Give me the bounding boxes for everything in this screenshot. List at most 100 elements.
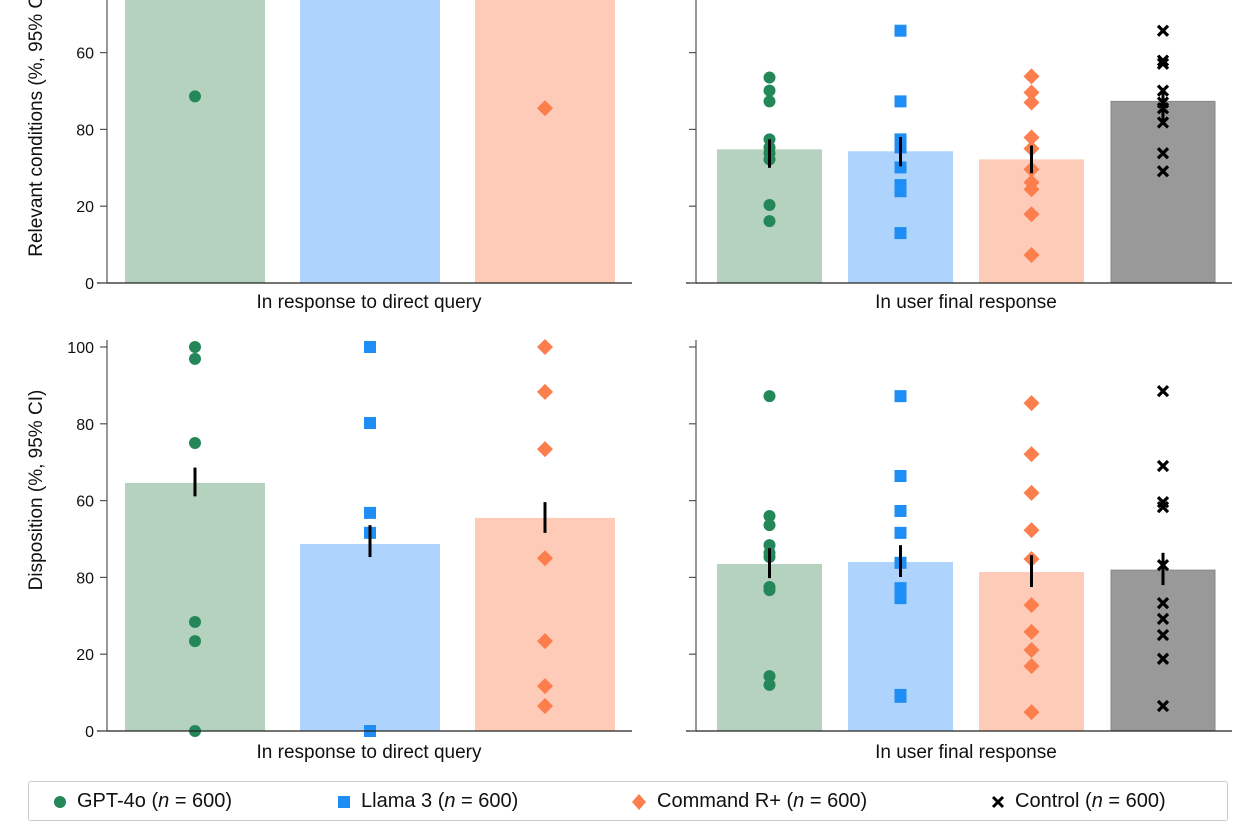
legend: GPT-4o (n = 600) Llama 3 (n = 600) Comma… xyxy=(28,781,1228,821)
data-point-diamond xyxy=(1023,181,1040,198)
data-point-diamond xyxy=(1023,704,1040,721)
legend-label: Llama 3 (n = 600) xyxy=(361,790,519,812)
data-point-circle xyxy=(189,90,201,103)
data-point-circle xyxy=(763,71,776,84)
y-tick-label: 0 xyxy=(85,276,94,293)
data-point-x xyxy=(1156,699,1170,713)
y-axis-label: Disposition (%, 95% CI) xyxy=(26,390,47,591)
data-point-diamond xyxy=(1023,623,1040,640)
data-point-diamond xyxy=(1023,395,1040,412)
data-point-circle xyxy=(763,95,776,108)
legend-item-command-r: Command R+ (n = 600) xyxy=(631,790,867,813)
data-point-diamond xyxy=(537,339,553,355)
data-point-diamond xyxy=(1023,658,1040,675)
data-point-square xyxy=(894,504,907,517)
legend-item-llama3: Llama 3 (n = 600) xyxy=(337,790,518,813)
data-point-diamond xyxy=(537,633,553,650)
y-tick-label: 80 xyxy=(76,570,94,587)
data-point-x xyxy=(1156,116,1170,129)
data-point-circle xyxy=(763,509,776,522)
data-point-x xyxy=(1156,54,1170,67)
data-point-square xyxy=(894,592,907,605)
data-point-square xyxy=(894,582,907,595)
data-point-circle xyxy=(189,341,201,353)
legend-label: GPT-4o (n = 600) xyxy=(77,790,233,812)
data-point-circle xyxy=(763,678,776,691)
data-point-diamond xyxy=(1023,446,1040,463)
data-point-x xyxy=(1156,596,1170,610)
y-axis-label: Relevant conditions (%, 95% CI) xyxy=(26,0,47,257)
data-point-square xyxy=(364,417,376,430)
y-tick-label: 80 xyxy=(76,122,94,139)
x-axis-label: In user final response xyxy=(875,292,1057,313)
data-point-circle xyxy=(189,635,201,648)
legend-item-gpt4o: GPT-4o (n = 600) xyxy=(53,790,232,813)
data-point-diamond xyxy=(1023,94,1040,111)
data-point-circle xyxy=(189,352,201,365)
y-tick-label: 0 xyxy=(85,724,94,741)
legend-label: Control (n = 600) xyxy=(1015,790,1166,812)
data-point-square xyxy=(894,526,907,539)
data-point-x xyxy=(1156,652,1170,665)
bar-llama-3 xyxy=(300,543,440,731)
data-point-x xyxy=(1156,459,1170,473)
data-point-diamond xyxy=(537,698,553,715)
y-tick-label: 60 xyxy=(76,46,94,63)
data-point-diamond xyxy=(1023,246,1040,263)
legend-item-control: Control (n = 600) xyxy=(991,790,1166,813)
data-point-diamond xyxy=(537,100,553,117)
data-point-x xyxy=(1156,612,1170,626)
data-point-square xyxy=(894,24,907,37)
circle-marker-icon xyxy=(54,795,66,808)
data-point-circle xyxy=(763,199,776,212)
legend-label: Command R+ (n = 600) xyxy=(657,790,868,812)
bar-gpt-4o xyxy=(125,482,265,731)
data-point-circle xyxy=(763,390,776,403)
data-point-circle xyxy=(763,215,776,228)
data-point-circle xyxy=(763,670,776,683)
data-point-square xyxy=(894,185,907,198)
data-point-circle xyxy=(189,437,201,449)
data-point-x xyxy=(1156,385,1170,398)
data-point-diamond xyxy=(537,383,553,400)
data-point-diamond xyxy=(1023,597,1040,614)
diamond-marker-icon xyxy=(632,793,646,810)
data-point-diamond xyxy=(1023,68,1040,85)
data-point-circle xyxy=(189,615,201,628)
data-point-x xyxy=(1156,57,1170,70)
y-tick-label: 100 xyxy=(67,340,94,357)
x-axis-label: In response to direct query xyxy=(257,292,482,313)
data-point-x xyxy=(1156,165,1170,178)
data-point-square xyxy=(894,470,907,483)
data-point-square xyxy=(894,227,907,240)
data-point-square xyxy=(894,161,907,174)
data-point-diamond xyxy=(537,678,553,695)
data-point-square xyxy=(894,95,907,108)
data-point-diamond xyxy=(1023,206,1040,223)
data-point-diamond xyxy=(1023,129,1040,146)
data-point-x xyxy=(1156,24,1170,37)
x-axis-label: In user final response xyxy=(875,742,1057,763)
data-point-x xyxy=(1156,147,1170,160)
bar-gpt-4o xyxy=(125,0,265,283)
data-point-circle xyxy=(763,584,776,597)
x-axis-label: In response to direct query xyxy=(257,742,482,763)
square-marker-icon xyxy=(338,795,350,808)
data-point-square xyxy=(894,390,907,403)
data-point-x xyxy=(1156,500,1170,514)
data-point-diamond xyxy=(1023,484,1040,501)
y-tick-label: 60 xyxy=(76,494,94,511)
data-point-circle xyxy=(763,84,776,97)
data-point-diamond xyxy=(537,441,553,458)
data-point-diamond xyxy=(1023,641,1040,658)
data-point-circle xyxy=(763,519,776,532)
data-point-square xyxy=(894,690,907,703)
data-point-diamond xyxy=(1023,84,1040,101)
y-tick-label: 20 xyxy=(76,199,94,216)
bar-command-r- xyxy=(475,0,615,283)
data-point-square xyxy=(364,506,376,519)
data-point-diamond xyxy=(1023,522,1040,539)
bar-control xyxy=(1110,100,1216,284)
data-point-square xyxy=(364,341,376,353)
